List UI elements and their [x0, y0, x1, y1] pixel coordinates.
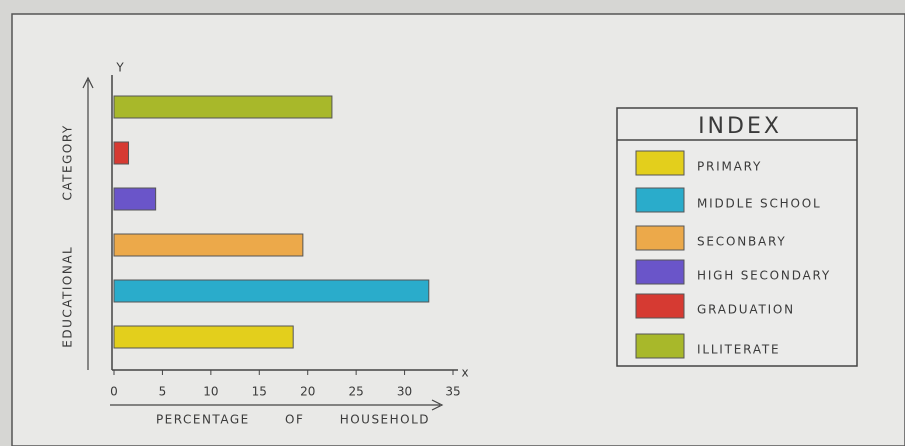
bar	[114, 142, 129, 164]
legend-title: INDEX	[698, 114, 782, 139]
x-tick-label: 5	[159, 385, 167, 399]
legend-label: SECONBARY	[697, 235, 787, 249]
bar	[114, 326, 293, 348]
legend-label: PRIMARY	[697, 160, 762, 174]
legend-label: HIGH SECONDARY	[697, 269, 831, 283]
legend-swatch	[636, 188, 684, 212]
legend-swatch	[636, 294, 684, 318]
legend-label: ILLITERATE	[697, 343, 780, 357]
bar	[114, 280, 429, 302]
x-tick-label: 25	[349, 385, 364, 399]
x-tick-label: 10	[203, 385, 218, 399]
x-tick-label: 0	[110, 385, 118, 399]
x-tick-label: 30	[397, 385, 412, 399]
x-tick-label: 15	[252, 385, 267, 399]
bar	[114, 96, 332, 118]
chart: Y x PERCENTAGE OF HOUSEHOLD EDUCATIONAL …	[0, 0, 905, 446]
legend-label: GRADUATION	[697, 303, 795, 317]
legend-swatch	[636, 334, 684, 358]
bar	[114, 234, 303, 256]
legend-swatch	[636, 260, 684, 284]
x-tick-label: 20	[300, 385, 315, 399]
x-axis-label: PERCENTAGE OF HOUSEHOLD	[156, 413, 430, 427]
x-axis-letter: x	[461, 366, 468, 380]
bar	[114, 188, 156, 210]
legend-label: MIDDLE SCHOOL	[697, 197, 821, 211]
legend-swatch	[636, 151, 684, 175]
y-axis-letter: Y	[115, 61, 124, 75]
y-axis-label: EDUCATIONAL CATEGORY	[61, 124, 75, 347]
legend-swatch	[636, 226, 684, 250]
x-tick-label: 35	[445, 385, 460, 399]
